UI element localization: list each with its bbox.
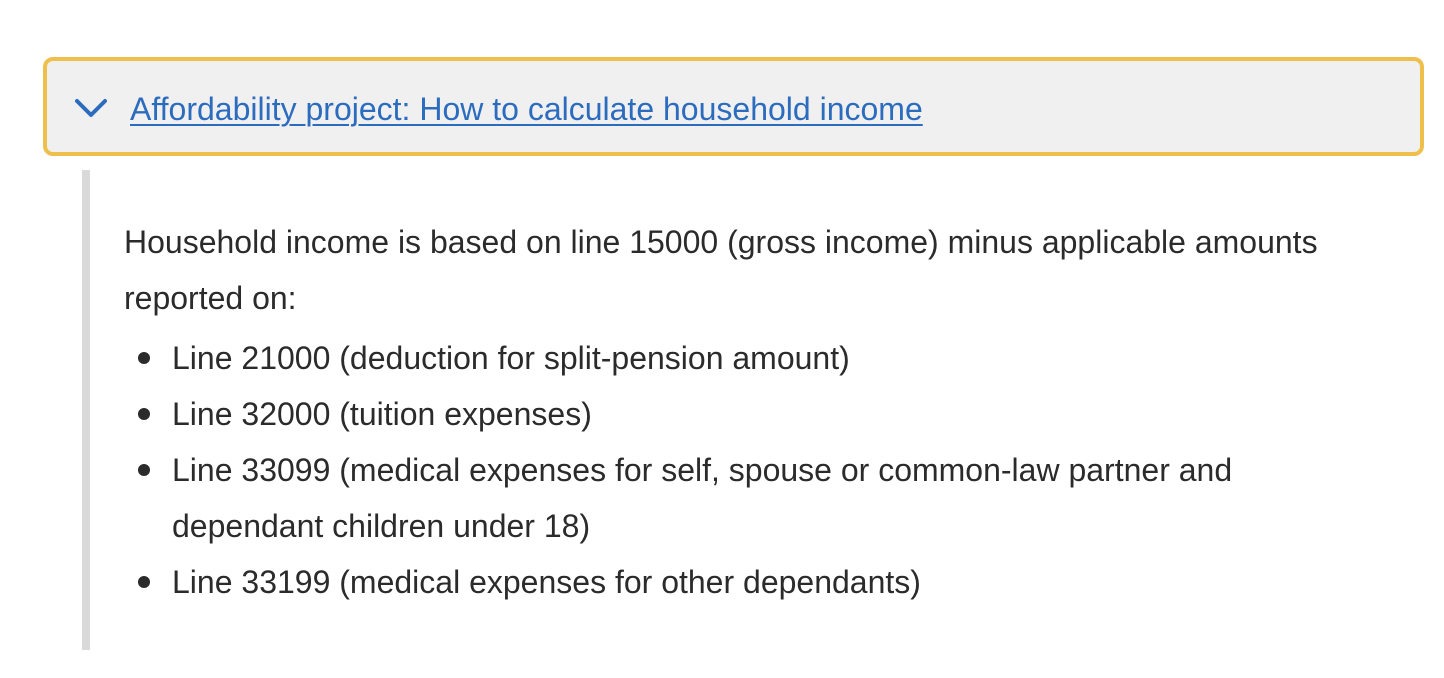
list-item-text: Line 32000 (tuition expenses) (172, 396, 592, 432)
list-item-text: Line 33099 (medical expenses for self, s… (172, 452, 1233, 544)
chevron-down-icon[interactable] (73, 96, 109, 120)
list-item-text: Line 33199 (medical expenses for other d… (172, 564, 921, 600)
bullet-icon (138, 576, 150, 588)
list-item: Line 21000 (deduction for split-pension … (124, 330, 1324, 386)
list-item: Line 33199 (medical expenses for other d… (124, 554, 1324, 610)
bullet-icon (138, 352, 150, 364)
disclosure-title-link[interactable]: Affordability project: How to calculate … (130, 91, 923, 127)
disclosure-content: Household income is based on line 15000 … (82, 170, 1422, 650)
deduction-list: Line 21000 (deduction for split-pension … (124, 330, 1324, 610)
disclosure-summary[interactable]: Affordability project: How to calculate … (43, 57, 1424, 156)
list-item-text: Line 21000 (deduction for split-pension … (172, 340, 850, 376)
list-item: Line 32000 (tuition expenses) (124, 386, 1324, 442)
bullet-icon (138, 408, 150, 420)
intro-paragraph: Household income is based on line 15000 … (124, 224, 1318, 316)
list-item: Line 33099 (medical expenses for self, s… (124, 442, 1324, 554)
bullet-icon (138, 464, 150, 476)
